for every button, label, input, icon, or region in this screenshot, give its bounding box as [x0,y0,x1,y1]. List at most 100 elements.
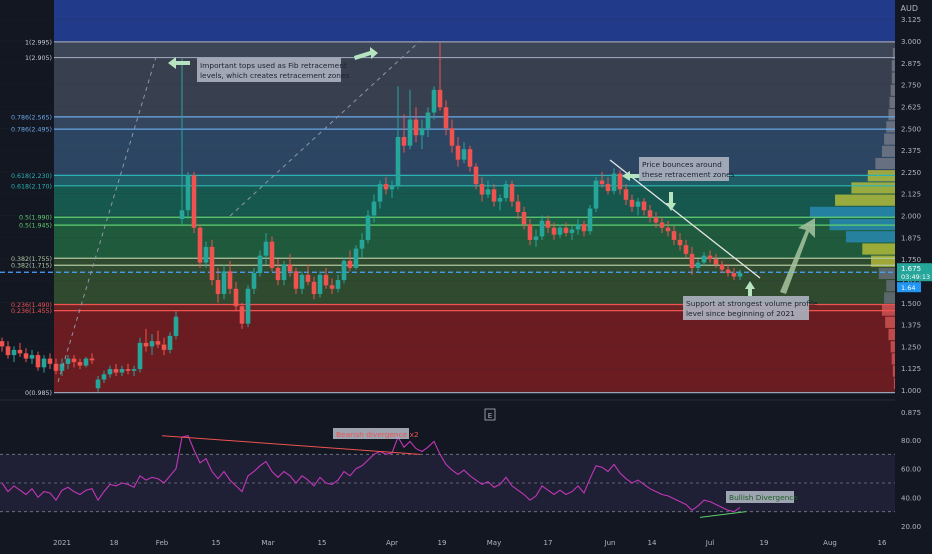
fib-label: 0.618(2.170) [11,183,52,190]
candle-body [53,363,59,371]
candle-body [101,374,107,380]
candle-body [11,349,17,356]
candle-body [551,227,557,235]
candle-body [719,264,725,270]
annotation-fib-tops: Important tops used as Fib retracementle… [197,58,349,82]
price-tick-label: 1.625 [901,278,921,286]
candle-body [461,149,467,160]
fib-anchor-line [57,56,157,383]
bullish-divergence-label: Bullish Divergence [729,493,798,502]
rsi-panel: Bearish divergence x2 Bullish Divergence E [0,399,895,550]
candle-body [41,358,47,368]
price-tick-label: 3.125 [901,16,921,24]
candle-body [509,184,515,202]
right-arrow-icon [354,47,378,60]
time-tick-label: 15 [318,539,327,547]
candle-body [329,285,335,289]
candle-body [233,288,239,307]
time-tick-label: Feb [156,539,169,547]
candle-body [209,246,215,281]
volume-profile-bar [810,206,895,218]
candle-body [515,201,521,213]
candle-body [533,236,539,240]
volume-profile-bar [891,353,895,365]
volume-profile-bar [862,243,895,255]
candle-body [503,184,509,199]
candle-body [557,227,563,235]
candle-body [671,231,677,240]
volume-profile-bar [891,60,895,72]
up-arrow-icon [745,281,755,296]
candle-body [35,355,41,368]
time-axis: 2021 18 Feb 15 Mar 15 Apr 19 May 17 Jun 14 Jul 19 Aug 1… [53,539,887,547]
candle-body [389,185,395,190]
price-tick-label: 2.250 [901,169,921,177]
candle-body [713,259,719,265]
candle-body [173,316,179,336]
candle-body [287,264,293,272]
volume-profile-bar [890,84,895,96]
time-tick-label: Aug [823,539,837,547]
fib-levels: 1(2.995) 1(2.905) 0.786(2.565) 0.786(2.495)… [0,39,895,397]
price-tick-label: 1.125 [901,365,921,373]
candle-body [113,369,119,373]
candle-body [731,273,737,277]
candle-body [641,201,647,211]
fib-label: 0.236(1.455) [11,308,52,315]
annotation-text: these retracement zones [642,170,735,179]
volume-profile-bar [892,365,895,377]
candle-body [431,89,437,113]
trend-lines [57,40,815,383]
candle-body [485,189,491,195]
candle-body [473,166,479,185]
annotation-box [726,491,794,503]
green-arrow [780,218,815,294]
candle-body [203,246,209,263]
bearish-divergence-line [161,435,421,455]
candle-body [245,288,251,324]
candle-body [437,89,443,108]
candle-body [29,355,35,359]
annotation-text: Price bounces around [642,160,722,169]
volume-profile-bar [884,133,895,145]
candle-body [71,358,77,363]
candle-body [131,369,137,371]
candle-body [647,210,653,218]
pre-fib-region [0,0,54,400]
volume-profile-bar [893,377,895,389]
candle-body [665,227,671,232]
fib-zone [54,116,895,130]
candle-body [707,255,713,260]
price-tick-label: 1.500 [901,300,921,308]
candle-body [467,149,473,167]
price-tick-label: 2.375 [901,147,921,155]
candle-body [491,189,497,202]
candle-body [83,358,89,366]
time-tick-label: Mar [261,539,274,547]
bullish-divergence-line [699,511,747,518]
candle-body [521,212,527,225]
left-arrow-icon [622,171,640,181]
fib-label: 0.382(1.715) [11,263,52,270]
candle-body [305,274,311,282]
rsi-background [0,400,895,550]
fib-zone [54,225,895,259]
price-tick-label: 2.000 [901,213,921,221]
volume-profile-bar [888,328,895,341]
candle-body [251,273,257,289]
fib-label: 0.618(2.230) [11,173,52,180]
time-tick-label: 17 [544,539,553,547]
rsi-tick-label: 60.00 [901,466,921,474]
candle-body [269,241,275,268]
fib-zones [0,0,895,400]
candle-body [401,136,407,146]
candle-body [137,342,143,370]
candle-body [47,358,53,364]
time-tick-label: 15 [212,539,221,547]
candle-body [581,224,587,232]
volume-profile-bar [871,255,895,267]
candle-body [371,201,377,216]
